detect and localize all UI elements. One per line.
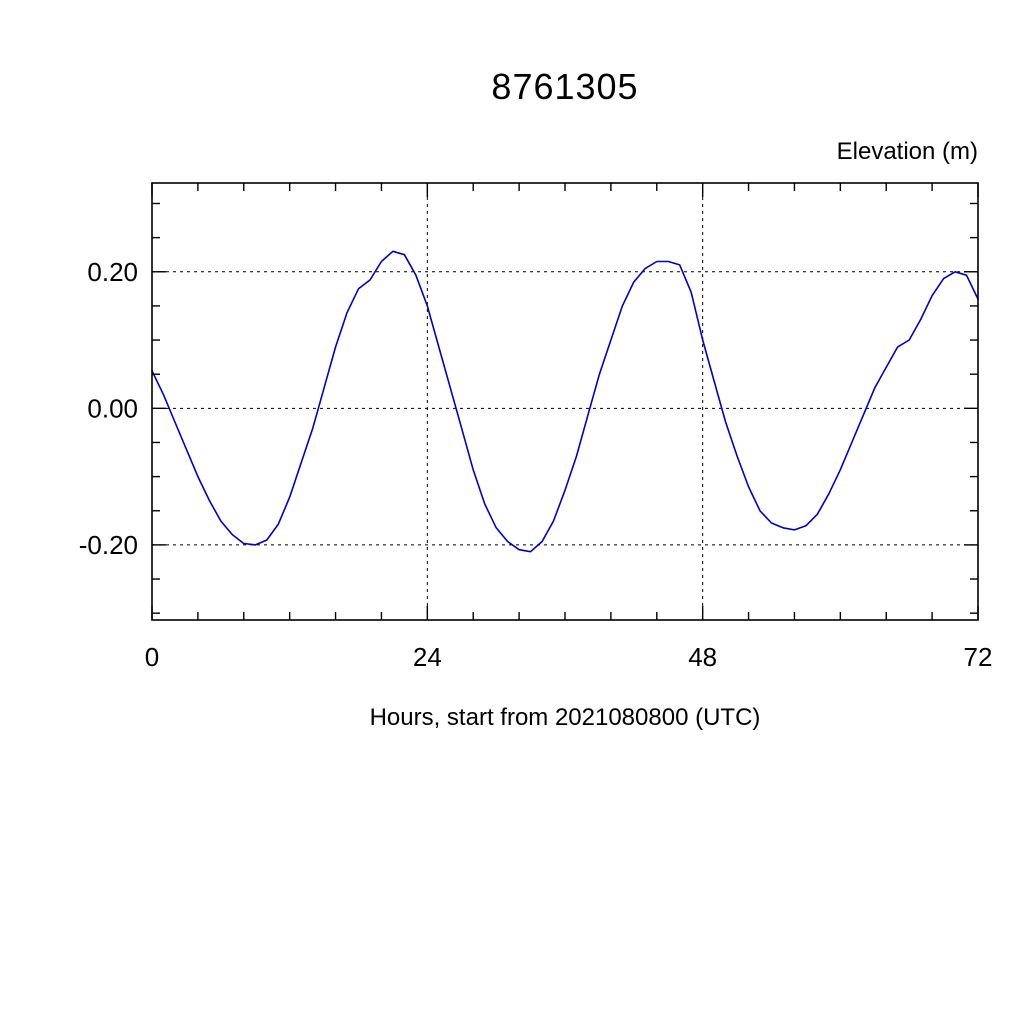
x-axis-title: Hours, start from 2021080800 (UTC) [369, 704, 761, 731]
y-tick-label: -0.20 [79, 530, 138, 560]
x-tick-label: 72 [964, 642, 993, 672]
plot-frame [151, 182, 979, 621]
x-tick-label: 0 [145, 642, 159, 672]
elevation-axis-label: Elevation (m) [836, 138, 978, 165]
x-tick-label: 24 [413, 642, 442, 672]
elevation-series-line [151, 250, 979, 553]
x-tick-label: 48 [688, 642, 717, 672]
y-tick-label: 0.20 [87, 257, 138, 287]
y-tick-label: 0.00 [87, 393, 138, 423]
chart-title: 8761305 [491, 66, 639, 107]
